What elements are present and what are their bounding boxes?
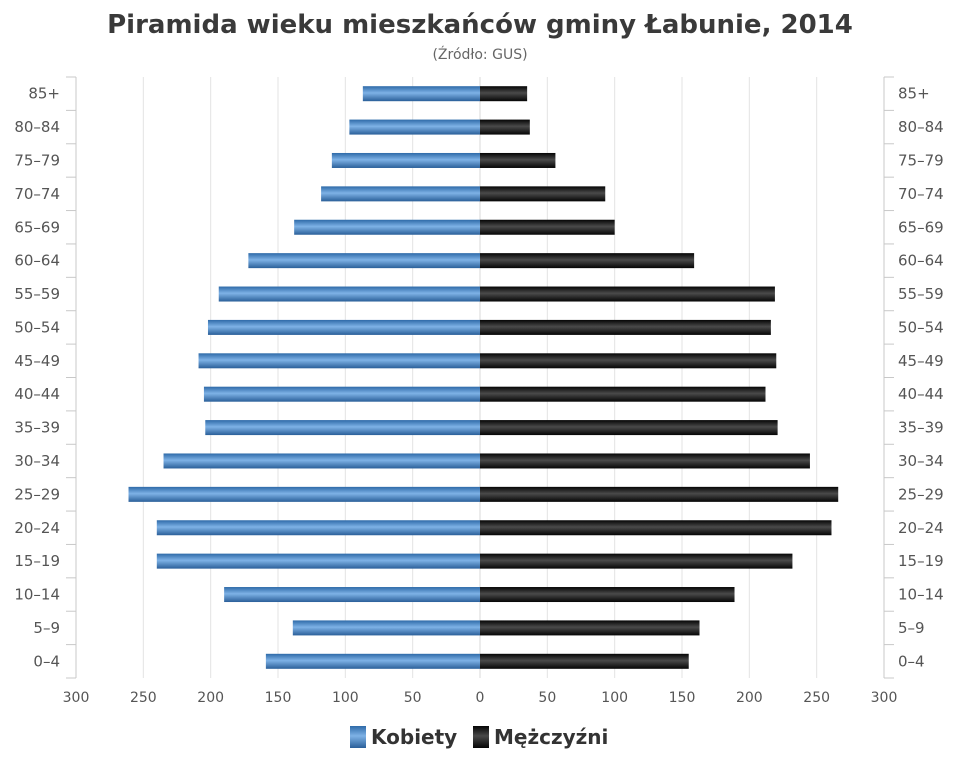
y-tick-label-left: 5–9 [33,619,60,637]
bar-kobiety [128,486,480,502]
bar-kobiety [207,319,480,335]
y-tick-label-right: 45–49 [898,352,944,370]
legend[interactable]: Kobiety Mężczyźni [350,725,608,749]
bar-kobiety [331,152,480,168]
bar-kobiety [205,420,480,436]
x-tick-label: 50 [404,690,422,706]
bar-mezczyzni [480,286,775,302]
x-tick-label: 150 [669,690,696,706]
legend-swatch-mezczyzni[interactable] [473,726,489,748]
y-tick-label-right: 70–74 [898,185,944,203]
bar-mezczyzni [480,353,777,369]
bar-mezczyzni [480,219,615,235]
bar-mezczyzni [480,453,810,469]
legend-swatch-kobiety[interactable] [350,726,366,748]
bar-kobiety [156,553,481,569]
y-tick-label-left: 80–84 [14,118,60,136]
bar-mezczyzni [480,553,793,569]
x-tick-label: 300 [63,690,90,706]
legend-label-mezczyzni[interactable]: Mężczyźni [494,725,608,749]
y-tick-label-right: 80–84 [898,118,944,136]
y-tick-label-left: 70–74 [14,185,60,203]
bar-mezczyzni [480,520,832,536]
bar-mezczyzni [480,386,766,402]
y-tick-label-left: 45–49 [14,352,60,370]
bar-mezczyzni [480,587,735,603]
y-tick-label-left: 10–14 [14,586,60,604]
y-tick-label-left: 60–64 [14,252,60,270]
y-tick-label-left: 75–79 [14,151,60,169]
bar-mezczyzni [480,420,778,436]
y-tick-label-left: 65–69 [14,218,60,236]
bar-kobiety [362,86,480,102]
y-tick-label-left: 25–29 [14,485,60,503]
x-tick-label: 200 [197,690,224,706]
y-tick-label-right: 20–24 [898,519,944,537]
bar-kobiety [294,219,480,235]
x-tick-label: 100 [601,690,628,706]
y-tick-label-right: 15–19 [898,552,944,570]
legend-label-kobiety[interactable]: Kobiety [371,725,457,749]
y-tick-label-right: 55–59 [898,285,944,303]
y-tick-label-right: 25–29 [898,485,944,503]
y-tick-label-left: 0–4 [33,652,60,670]
y-tick-label-right: 0–4 [898,652,925,670]
y-tick-label-left: 50–54 [14,318,60,336]
bar-kobiety [156,520,481,536]
y-tick-label-right: 85+ [898,85,930,103]
y-tick-label-right: 30–34 [898,452,944,470]
y-tick-label-left: 20–24 [14,519,60,537]
bar-mezczyzni [480,620,700,636]
bar-mezczyzni [480,119,530,135]
x-tick-label: 50 [538,690,556,706]
x-tick-label: 0 [476,690,485,706]
bar-mezczyzni [480,152,556,168]
y-tick-label-left: 30–34 [14,452,60,470]
x-tick-label: 100 [332,690,359,706]
bar-kobiety [321,186,480,202]
y-tick-label-left: 35–39 [14,419,60,437]
bars [128,86,839,669]
bar-kobiety [203,386,480,402]
y-tick-label-right: 50–54 [898,318,944,336]
axes [66,76,894,679]
bar-mezczyzni [480,253,695,269]
bar-kobiety [349,119,480,135]
bar-kobiety [198,353,480,369]
y-tick-label-left: 85+ [28,85,60,103]
y-tick-label-left: 55–59 [14,285,60,303]
bar-kobiety [218,286,480,302]
x-tick-label: 250 [130,690,157,706]
x-tick-label: 150 [265,690,292,706]
y-tick-label-right: 10–14 [898,586,944,604]
y-tick-label-right: 35–39 [898,419,944,437]
x-tick-label: 300 [871,690,898,706]
bar-mezczyzni [480,653,689,669]
bar-mezczyzni [480,486,839,502]
y-tick-label-left: 15–19 [14,552,60,570]
x-tick-label: 250 [803,690,830,706]
bar-kobiety [224,587,480,603]
bar-mezczyzni [480,319,771,335]
chart-title: Piramida wieku mieszkańców gminy Łabunie… [107,10,853,40]
bar-mezczyzni [480,86,528,102]
bar-kobiety [163,453,481,469]
y-tick-label-right: 60–64 [898,252,944,270]
y-tick-label-right: 65–69 [898,218,944,236]
x-tick-label: 200 [736,690,763,706]
y-tick-label-right: 40–44 [898,385,944,403]
tick-labels: 300 250 200 150 100 50 0 50 100 150 200 250 300 85+ 85… [14,85,943,706]
y-tick-label-left: 40–44 [14,385,60,403]
y-tick-label-right: 75–79 [898,151,944,169]
bar-mezczyzni [480,186,606,202]
bar-kobiety [292,620,480,636]
y-tick-label-right: 5–9 [898,619,925,637]
bar-kobiety [248,253,480,269]
bar-kobiety [265,653,480,669]
chart-subtitle: (Źródło: GUS) [432,45,527,63]
